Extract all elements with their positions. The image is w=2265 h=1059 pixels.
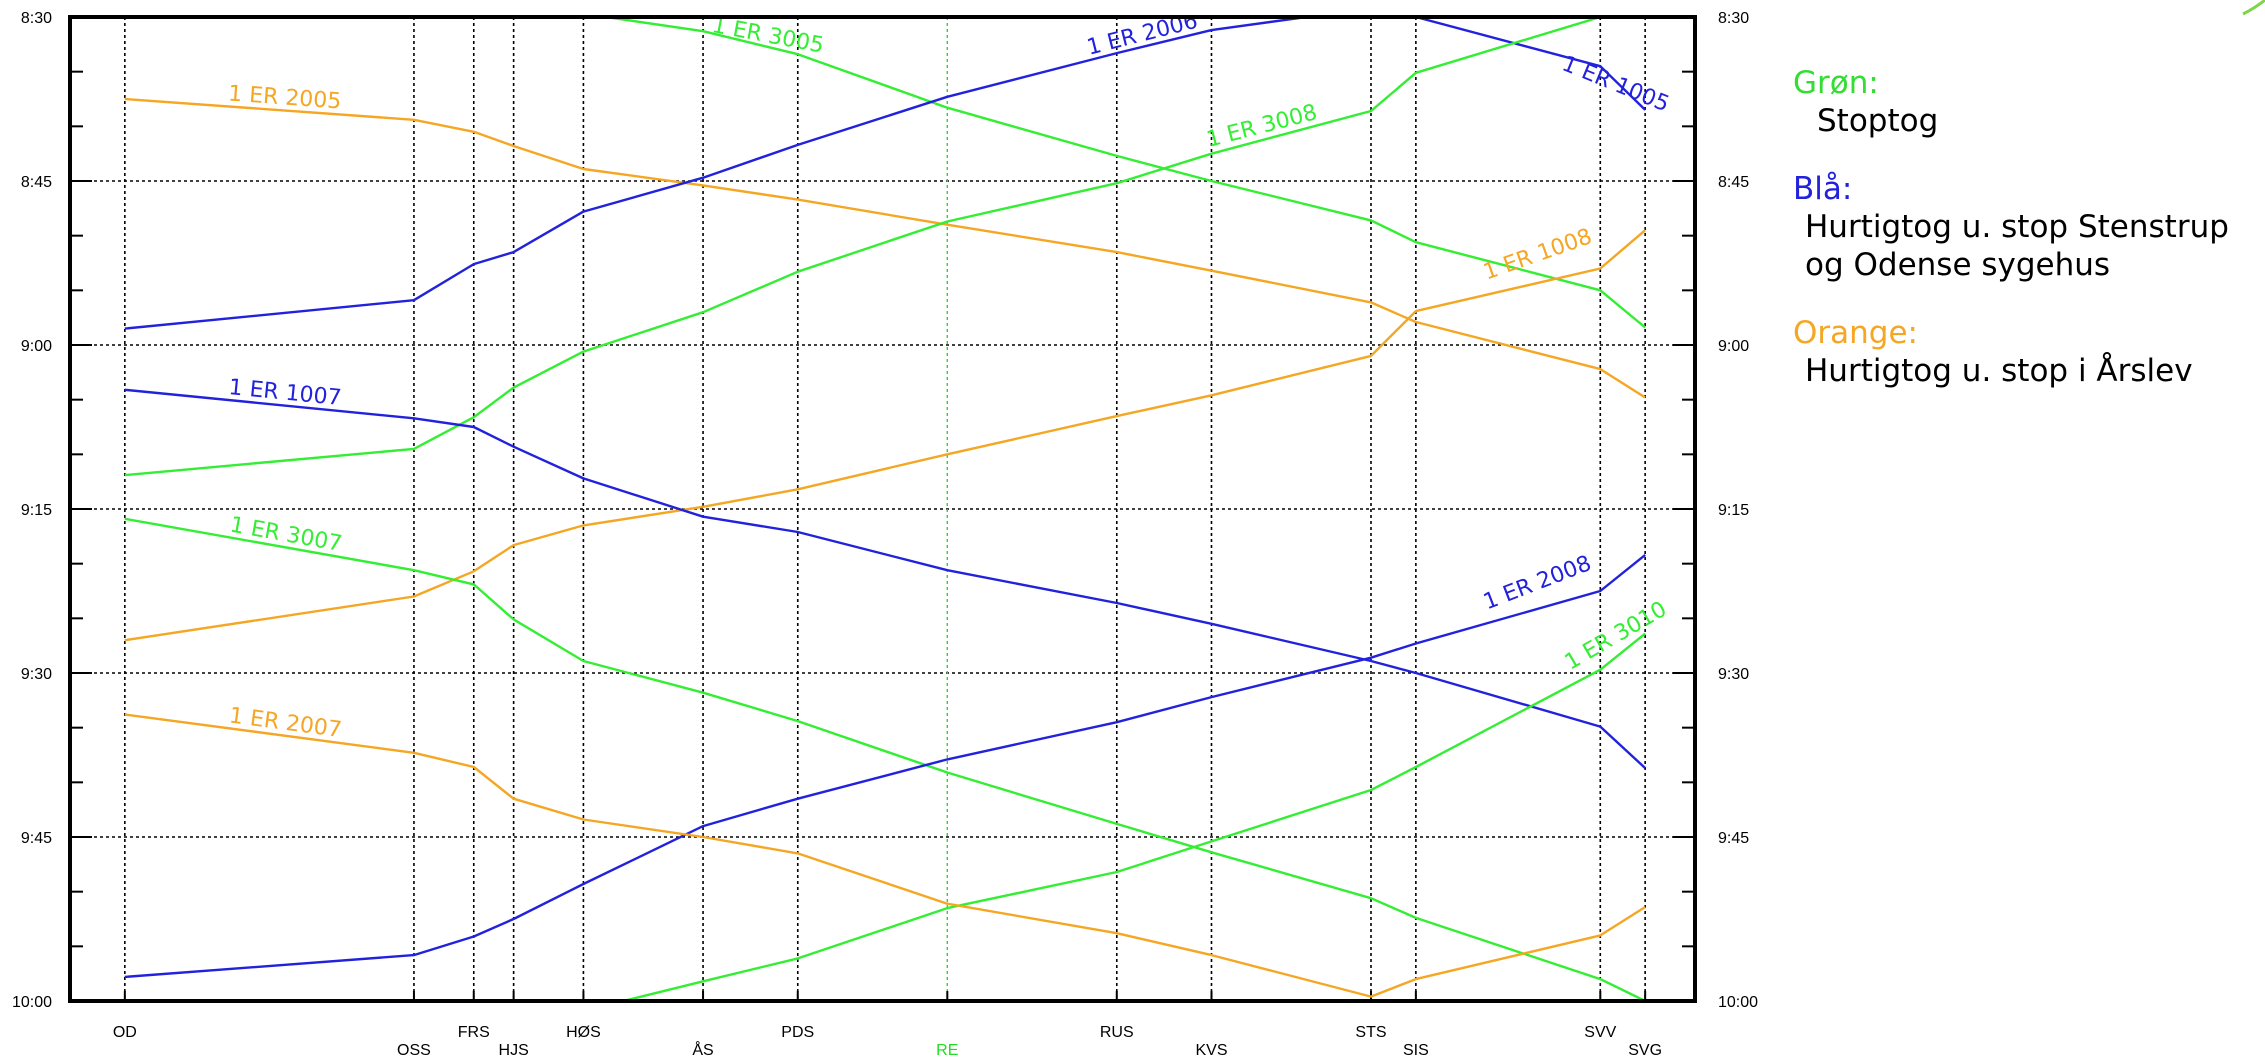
station-label-SVG: SVG [1628,1042,1662,1059]
series-label: 1 ER 2007 [228,703,343,743]
legend-title: Orange: [1793,315,1918,351]
series-label: 1 ER 3005 [710,13,826,59]
legend-item: Grøn: Stoptog [1793,64,2253,140]
station-label-SIS: SIS [1403,1042,1429,1059]
station-label-OSS: OSS [397,1042,431,1059]
series-label: 1 ER 3010 [1561,597,1671,676]
legend-title: Blå: [1793,171,1853,207]
y-tick-label-left: 9:30 [21,666,52,683]
series-line [1415,17,1647,111]
y-tick-label-left: 8:30 [21,10,52,27]
station-label-OD: OD [113,1024,137,1041]
legend-description: Hurtigtog u. stop Stenstrup [1805,209,2229,245]
y-tick-label-right: 10:00 [1718,994,1758,1011]
y-tick-label-right: 9:45 [1718,830,1749,847]
series-line [124,97,1646,399]
y-tick-label-right: 9:15 [1718,502,1749,519]
series-label: 1 ER 2005 [227,81,342,114]
corner-decoration [2242,0,2265,16]
y-tick-label-right: 9:30 [1718,666,1749,683]
series-label: 1 ER 3007 [228,513,344,557]
station-label-FRS: FRS [458,1024,490,1041]
station-label-HJS: HJS [499,1042,529,1059]
series-line [124,553,1646,979]
legend-title: Grøn: [1793,65,1879,101]
legend-item: Orange: Hurtigtog u. stop i Årslev [1793,314,2253,390]
station-label-RUS: RUS [1100,1024,1134,1041]
series-line [124,229,1646,642]
station-label-STS: STS [1355,1024,1386,1041]
station-label-HØS: HØS [566,1024,601,1041]
y-tick-label-right: 8:30 [1718,10,1749,27]
station-label-SVV: SVV [1584,1024,1616,1041]
station-label-ÅS: ÅS [692,1040,713,1059]
series-line [124,17,1307,330]
series-line [124,17,1601,477]
series-line [124,388,1647,769]
series-label: 1 ER 1008 [1480,224,1595,285]
station-label-PDS: PDS [781,1024,814,1041]
y-tick-label-left: 9:00 [21,338,52,355]
series-line [124,713,1646,998]
plot-frame [68,15,1697,1003]
series-label: 1 ER 1005 [1558,52,1672,118]
legend-item: Blå: Hurtigtog u. stop Stenstrup og Odense… [1793,170,2253,284]
station-label-KVS: KVS [1195,1042,1227,1059]
y-tick-label-left: 9:15 [21,502,52,519]
y-tick-label-right: 9:00 [1718,338,1749,355]
station-label-RE: RE [936,1042,958,1059]
y-tick-label-left: 10:00 [12,994,52,1011]
y-tick-label-left: 9:45 [21,830,52,847]
legend-description: og Odense sygehus [1805,247,2111,283]
legend-description: Stoptog [1817,103,1939,139]
series-line [623,632,1646,1001]
series-label: 1 ER 2008 [1480,551,1595,615]
legend: Grøn: Stoptog Blå: Hurtigtog u. stop Stenst… [1793,64,2253,420]
series-line [124,517,1646,1001]
legend-description: Hurtigtog u. stop i Årslev [1805,353,2193,389]
series-label: 1 ER 3008 [1204,100,1320,153]
y-tick-label-left: 8:45 [21,174,52,191]
y-tick-label-right: 8:45 [1718,174,1749,191]
series-group [124,17,1647,1001]
